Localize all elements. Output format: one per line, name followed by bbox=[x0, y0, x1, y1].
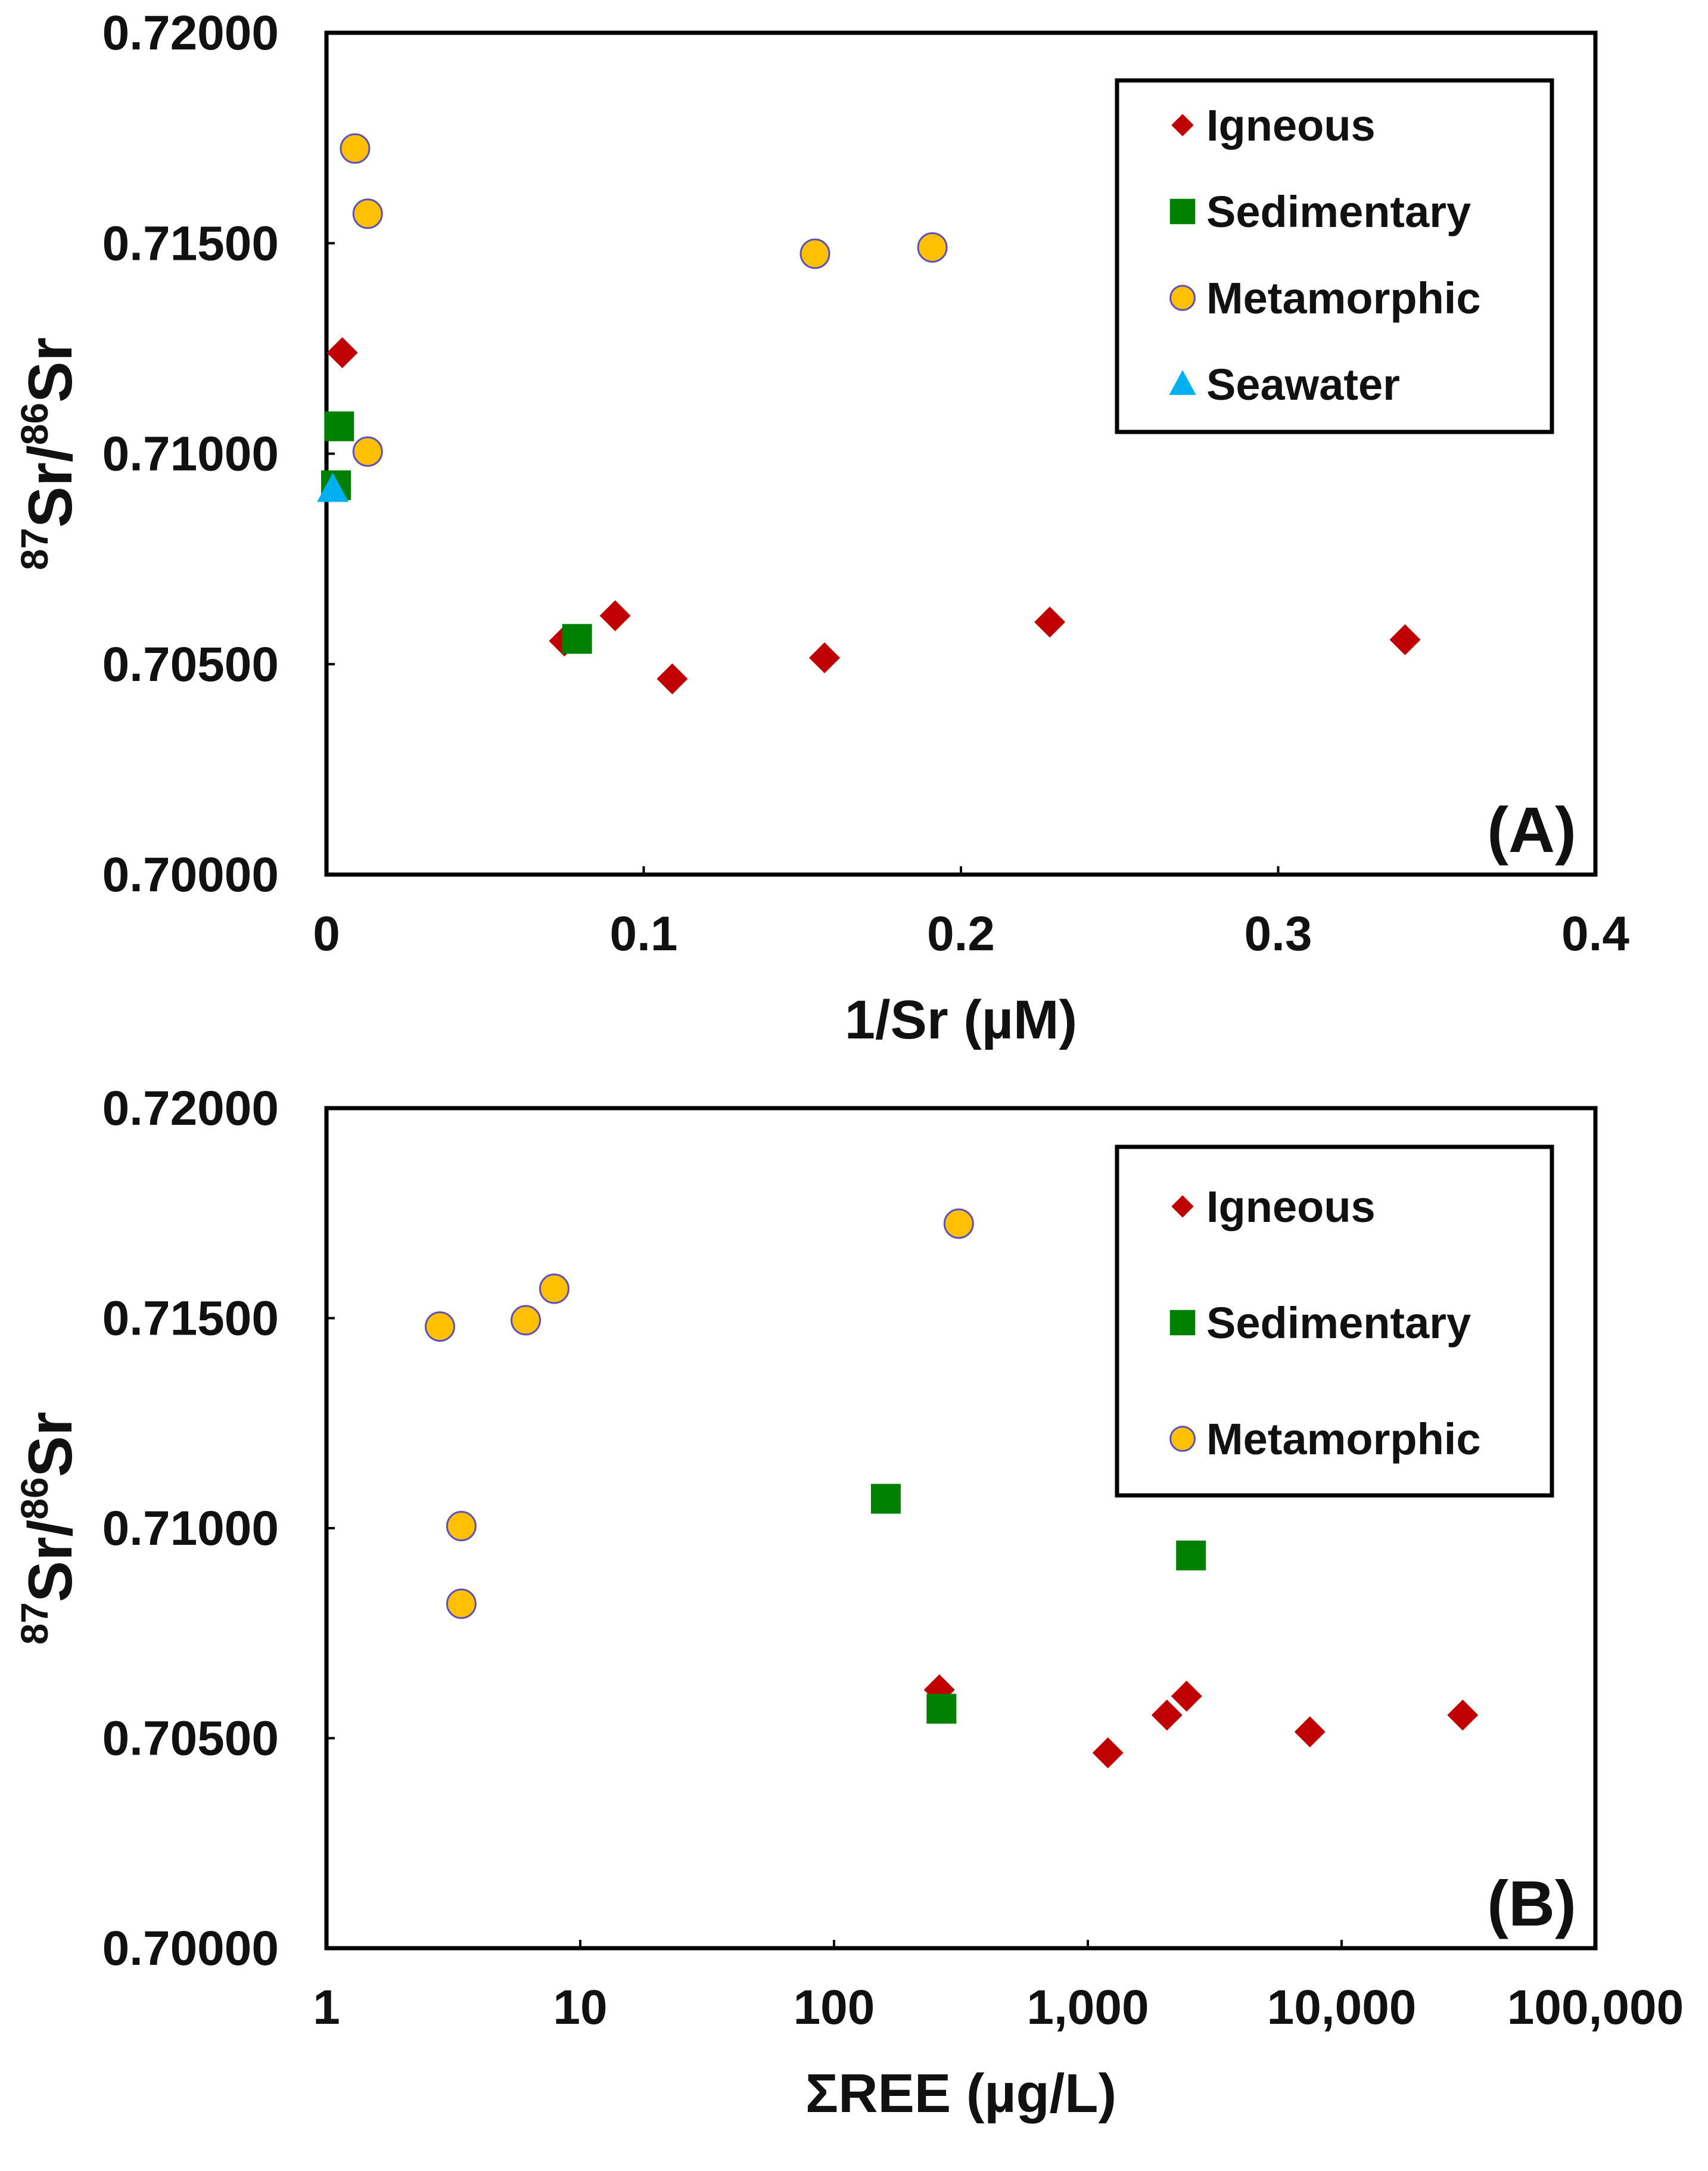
y-tick-label: 0.70000 bbox=[102, 1921, 279, 1976]
x-tick-label: 0.2 bbox=[927, 907, 995, 961]
data-point-igneous bbox=[1447, 1699, 1479, 1731]
y-axis-base: Sr/ bbox=[16, 445, 85, 528]
data-point-metamorphic bbox=[352, 198, 383, 229]
panel-b: 0.70000 0.70500 0.71000 0.71500 0.72000 1 10 10… bbox=[13, 1081, 1684, 2124]
x-tick-label: 0.4 bbox=[1561, 907, 1629, 961]
y-tick-label: 0.72000 bbox=[102, 6, 279, 60]
data-point-igneous bbox=[1294, 1716, 1326, 1747]
data-point-metamorphic bbox=[943, 1208, 974, 1239]
data-point-igneous bbox=[1389, 624, 1421, 655]
legend-label-sedimentary: Sedimentary bbox=[1206, 1298, 1471, 1348]
legend-label-seawater: Seawater bbox=[1206, 360, 1400, 409]
y-axis-sup-87: 87 bbox=[13, 1602, 56, 1644]
legend-label-sedimentary: Sedimentary bbox=[1206, 187, 1471, 237]
data-point-sedimentary bbox=[1176, 1540, 1206, 1570]
y-tick-label: 0.71500 bbox=[102, 1292, 279, 1346]
data-point-metamorphic bbox=[799, 238, 830, 269]
y-axis-sup-87: 87 bbox=[13, 528, 56, 570]
x-axis-title-b: ΣREE (µg/L) bbox=[805, 2063, 1116, 2124]
panel-label-b: (B) bbox=[1487, 1867, 1576, 1939]
y-tick-label: 0.71000 bbox=[102, 1501, 279, 1556]
legend-b: Igneous Sedimentary Metamorphic bbox=[1115, 1144, 1554, 1498]
data-point-metamorphic bbox=[424, 1311, 455, 1342]
data-point-sedimentary bbox=[324, 411, 354, 441]
x-tick-label: 0.3 bbox=[1245, 907, 1312, 961]
x-axis-title-a: 1/Sr (µM) bbox=[845, 990, 1077, 1050]
data-point-igneous bbox=[657, 663, 688, 695]
legend-box-a bbox=[1115, 78, 1554, 434]
data-point-metamorphic bbox=[340, 133, 371, 164]
x-tick-label: 100 bbox=[794, 1980, 875, 2035]
series-metamorphic-b bbox=[424, 1208, 974, 1619]
data-point-metamorphic bbox=[539, 1273, 570, 1304]
data-point-igneous bbox=[326, 337, 358, 368]
x-tick-label: 10,000 bbox=[1267, 1980, 1417, 2035]
y-axis-sup-86: 86 bbox=[13, 1477, 56, 1519]
data-point-igneous bbox=[1034, 606, 1066, 638]
x-tick-label: 100,000 bbox=[1507, 1980, 1684, 2035]
data-point-metamorphic bbox=[446, 1510, 477, 1541]
data-point-sedimentary bbox=[870, 1483, 901, 1514]
series-seawater-a bbox=[317, 472, 349, 502]
legend-marker-igneous bbox=[1171, 1195, 1194, 1218]
data-point-sedimentary bbox=[926, 1694, 957, 1724]
y-axis-base: Sr bbox=[16, 337, 85, 403]
y-axis-base: Sr/ bbox=[16, 1520, 85, 1603]
x-tick-label: 1,000 bbox=[1026, 1980, 1149, 2035]
legend-marker-igneous bbox=[1171, 114, 1194, 136]
legend-marker-metamorphic bbox=[1169, 1426, 1196, 1452]
data-point-igneous bbox=[1092, 1737, 1124, 1769]
y-tick-label: 0.70500 bbox=[102, 637, 279, 692]
x-tick-label: 10 bbox=[553, 1980, 607, 2035]
x-tick-label: 1 bbox=[313, 1980, 340, 2035]
y-axis-title-b: 87Sr/86Sr bbox=[13, 1412, 85, 1645]
y-tick-label: 0.70500 bbox=[102, 1712, 279, 1766]
legend-marker-sedimentary bbox=[1169, 1310, 1196, 1336]
data-point-seawater bbox=[317, 472, 349, 502]
data-point-metamorphic bbox=[352, 436, 383, 467]
x-tick-label: 0.1 bbox=[610, 907, 678, 961]
data-point-igneous bbox=[809, 642, 841, 674]
legend-marker-seawater bbox=[1169, 370, 1196, 395]
legend-marker-metamorphic bbox=[1169, 285, 1196, 311]
y-tick-label: 0.70000 bbox=[102, 848, 279, 902]
legend-label-metamorphic: Metamorphic bbox=[1206, 273, 1481, 323]
y-axis-base: Sr bbox=[16, 1412, 85, 1478]
y-tick-label: 0.71000 bbox=[102, 427, 279, 481]
series-metamorphic-a bbox=[340, 133, 948, 467]
y-tick-label: 0.71500 bbox=[102, 216, 279, 270]
legend-a: Igneous Sedimentary Metamorphic Seawater bbox=[1115, 78, 1554, 434]
data-point-metamorphic bbox=[511, 1305, 542, 1336]
legend-label-igneous: Igneous bbox=[1206, 101, 1376, 150]
y-tick-label: 0.72000 bbox=[102, 1081, 279, 1136]
legend-label-metamorphic: Metamorphic bbox=[1206, 1414, 1481, 1464]
data-point-igneous bbox=[1171, 1681, 1202, 1712]
data-point-metamorphic bbox=[917, 232, 948, 263]
legend-marker-sedimentary bbox=[1169, 198, 1196, 225]
panel-a: 0.70000 0.70500 0.71000 0.71500 0.72000 0 0.1 0… bbox=[13, 6, 1629, 1050]
series-sedimentary-b bbox=[870, 1483, 1206, 1724]
data-point-sedimentary bbox=[562, 624, 592, 654]
panel-label-a: (A) bbox=[1487, 794, 1576, 866]
data-point-igneous bbox=[1151, 1699, 1183, 1731]
x-tick-label: 0 bbox=[313, 907, 340, 961]
legend-label-igneous: Igneous bbox=[1206, 1182, 1376, 1231]
data-point-igneous bbox=[599, 600, 631, 632]
y-axis-sup-86: 86 bbox=[13, 403, 56, 445]
y-axis-title-a: 87Sr/86Sr bbox=[13, 337, 85, 570]
data-point-metamorphic bbox=[446, 1588, 477, 1619]
